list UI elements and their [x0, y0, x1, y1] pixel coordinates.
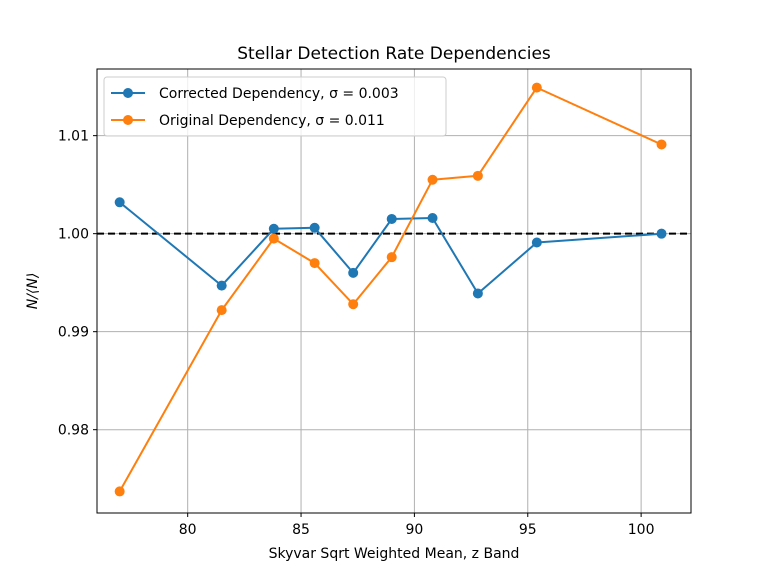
- series-line-corrected: [119, 201, 662, 295]
- data-point-corrected: [216, 280, 227, 291]
- data-point-original: [472, 170, 483, 181]
- data-point-original: [309, 258, 320, 269]
- data-point-corrected: [114, 197, 125, 208]
- x-tick-label: 80: [179, 522, 197, 538]
- chart-title: Stellar Detection Rate Dependencies: [237, 44, 551, 64]
- legend-swatch-marker-corrected: [123, 88, 133, 98]
- y-tick-label: 0.99: [58, 325, 89, 341]
- axis-ticks: 80 85 90 95 100 0.98 0.99 1.00 1.01: [58, 129, 655, 538]
- x-tick-label: 100: [628, 522, 655, 538]
- series-group: [114, 82, 667, 497]
- legend: Corrected Dependency, σ = 0.003 Original…: [103, 76, 447, 137]
- data-point-corrected: [531, 237, 542, 248]
- data-point-corrected: [386, 213, 397, 224]
- legend-label-corrected: Corrected Dependency, σ = 0.003: [159, 86, 399, 102]
- data-point-corrected: [348, 267, 359, 278]
- y-tick-label: 1.00: [58, 227, 89, 243]
- data-point-original: [656, 139, 667, 150]
- data-point-original: [531, 82, 542, 93]
- data-point-corrected: [309, 222, 320, 233]
- plot-frame: [96, 68, 692, 514]
- y-axis-label: N/⟨N⟩: [25, 273, 41, 310]
- x-tick-label: 90: [405, 522, 423, 538]
- series-line-original: [118, 86, 662, 492]
- legend-box: [103, 76, 447, 137]
- x-tick-label: 85: [292, 522, 310, 538]
- data-point-corrected: [656, 228, 667, 239]
- data-point-corrected: [472, 288, 483, 299]
- data-point-original: [348, 299, 359, 310]
- legend-label-original: Original Dependency, σ = 0.011: [159, 113, 385, 129]
- data-point-corrected: [268, 223, 279, 234]
- data-point-original: [268, 233, 279, 244]
- x-axis-label: Skyvar Sqrt Weighted Mean, z Band: [269, 546, 520, 562]
- data-point-corrected: [427, 212, 438, 223]
- data-point-original: [114, 486, 125, 497]
- y-tick-label: 1.01: [58, 129, 89, 145]
- data-point-original: [386, 252, 397, 263]
- data-point-original: [427, 174, 438, 185]
- legend-swatch-marker-original: [123, 115, 133, 125]
- data-point-original: [216, 305, 227, 316]
- y-tick-label: 0.98: [58, 423, 89, 439]
- x-tick-label: 95: [519, 522, 537, 538]
